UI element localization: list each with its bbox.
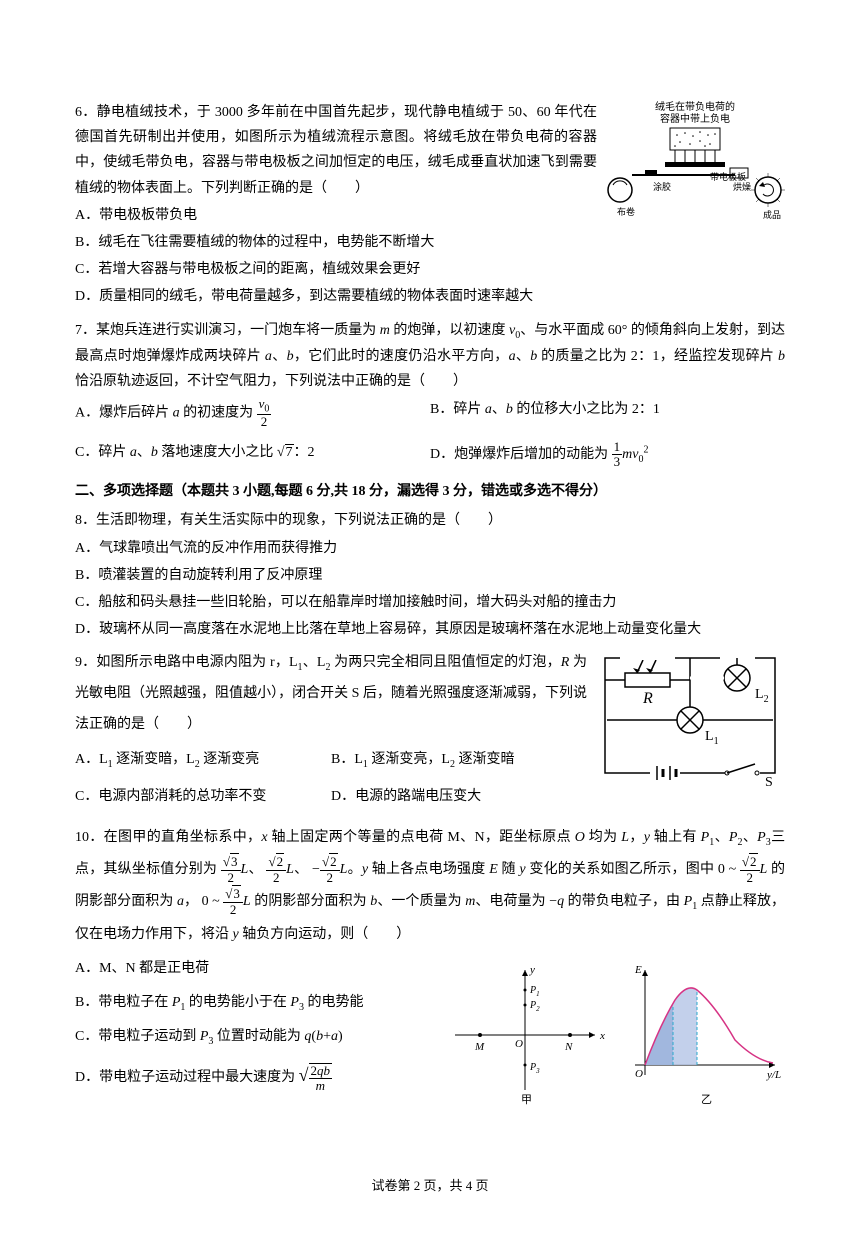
svg-text:成品: 成品 xyxy=(763,209,781,220)
svg-text:容器中带上负电: 容器中带上负电 xyxy=(660,112,730,125)
q8-option-b: B．喷灌装置的自动旋转利用了反冲原理 xyxy=(75,563,785,588)
q6-option-d: D．质量相同的绒毛，带电荷量越多，到达需要植绒的物体表面时速率越大 xyxy=(75,284,785,309)
q7-options: A．爆炸后碎片 a 的初速度为 v02 B．碎片 a、b 的位移大小之比为 2：… xyxy=(75,395,785,471)
q9-option-a: A．L1 逐渐变暗，L2 逐渐变亮 xyxy=(75,743,331,777)
svg-text:y/L: y/L xyxy=(766,1069,781,1081)
q6-diagram: 绒毛在带负电荷的 容器中带上负电 带电极板 涂胶 烘燥 xyxy=(605,100,785,237)
svg-text:乙: 乙 xyxy=(701,1093,712,1105)
svg-text:R: R xyxy=(642,690,653,707)
svg-text:带电极板: 带电极板 xyxy=(710,171,746,182)
q8-options: A．气球靠喷出气流的反冲作用而获得推力 B．喷灌装置的自动旋转利用了反冲原理 C… xyxy=(75,536,785,643)
q9-diagram: R L2 L1 xyxy=(595,648,785,797)
question-10: 10．在图甲的直角坐标系中，x 轴上固定两个等量的点电荷 M、N，距坐标原点 O… xyxy=(75,822,785,1114)
svg-text:E: E xyxy=(634,964,642,976)
svg-text:N: N xyxy=(564,1041,573,1053)
q9-option-c: C．电源内部消耗的总功率不变 xyxy=(75,780,331,814)
svg-text:P1: P1 xyxy=(529,985,540,998)
q8-text: 8．生活即物理，有关生活实际中的现象，下列说法正确的是（ ） xyxy=(75,508,785,533)
q6-option-c: C．若增大容器与带电极板之间的距离，植绒效果会更好 xyxy=(75,257,785,282)
q8-option-d: D．玻璃杯从同一高度落在水泥地上比落在草地上容易碎，其原因是玻璃杯落在水泥地上动… xyxy=(75,617,785,642)
page-footer: 试卷第 2 页，共 4 页 xyxy=(75,1174,785,1197)
q7-text: 7．某炮兵连进行实训演习，一门炮车将一质量为 m 的炮弹，以初速度 v0、与水平… xyxy=(75,318,785,395)
q7-option-a: A．爆炸后碎片 a 的初速度为 v02 xyxy=(75,397,430,430)
svg-text:涂胶: 涂胶 xyxy=(653,181,671,192)
question-7: 7．某炮兵连进行实训演习，一门炮车将一质量为 m 的炮弹，以初速度 v0、与水平… xyxy=(75,318,785,472)
q8-option-a: A．气球靠喷出气流的反冲作用而获得推力 xyxy=(75,536,785,561)
question-9: R L2 L1 xyxy=(75,648,785,816)
question-8: 8．生活即物理，有关生活实际中的现象，下列说法正确的是（ ） A．气球靠喷出气流… xyxy=(75,508,785,642)
svg-text:L1: L1 xyxy=(705,729,719,747)
q7-option-b: B．碎片 a、b 的位移大小之比为 2：1 xyxy=(430,397,785,430)
svg-text:M: M xyxy=(474,1041,485,1053)
q10-text: 10．在图甲的直角坐标系中，x 轴上固定两个等量的点电荷 M、N，距坐标原点 O… xyxy=(75,822,785,951)
question-6: 绒毛在带负电荷的 容器中带上负电 带电极板 涂胶 烘燥 xyxy=(75,100,785,312)
svg-text:烘燥: 烘燥 xyxy=(733,181,751,192)
svg-text:O: O xyxy=(635,1068,643,1080)
q9-option-d: D．电源的路端电压变大 xyxy=(331,780,587,814)
svg-text:S: S xyxy=(765,775,773,788)
svg-text:O: O xyxy=(515,1038,523,1050)
q10-diagrams: x y O M N P1 P2 P3 甲 y/L xyxy=(445,955,785,1114)
svg-text:甲: 甲 xyxy=(521,1094,532,1105)
q9-option-b: B．L1 逐渐变亮，L2 逐渐变暗 xyxy=(331,743,587,777)
svg-text:L2: L2 xyxy=(755,687,769,705)
svg-text:x: x xyxy=(599,1030,605,1042)
svg-text:P2: P2 xyxy=(529,1000,540,1013)
q7-option-c: C．碎片 a、b 落地速度大小之比 7：2 xyxy=(75,440,430,470)
svg-text:P3: P3 xyxy=(529,1062,540,1075)
svg-text:绒毛在带负电荷的: 绒毛在带负电荷的 xyxy=(655,100,735,113)
q7-option-d: D．炮弹爆炸后增加的动能为 13mv02 xyxy=(430,440,785,470)
svg-text:y: y xyxy=(529,964,535,976)
q8-option-c: C．船舷和码头悬挂一些旧轮胎，可以在船靠岸时增加接触时间，增大码头对船的撞击力 xyxy=(75,590,785,615)
section-2-title: 二、多项选择题（本题共 3 小题,每题 6 分,共 18 分，漏选得 3 分，错… xyxy=(75,479,785,504)
svg-text:布卷: 布卷 xyxy=(617,206,635,217)
